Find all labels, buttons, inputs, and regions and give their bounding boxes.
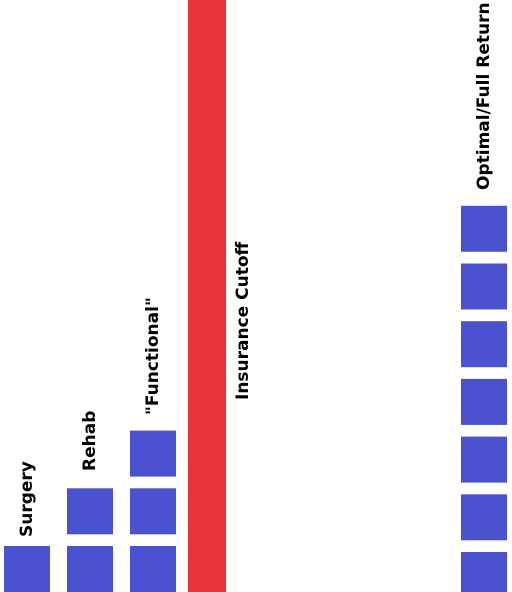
block	[461, 378, 507, 425]
block	[130, 488, 176, 535]
column-label: Rehab	[80, 411, 100, 471]
block	[461, 205, 507, 252]
block	[461, 552, 507, 592]
block	[4, 546, 50, 592]
cutoff-label: Insurance Cutoff	[233, 241, 253, 400]
cutoff-bar	[188, 0, 226, 592]
block	[461, 263, 507, 310]
block	[461, 436, 507, 483]
column-label: Optimal/Full Return	[474, 2, 494, 190]
block	[130, 430, 176, 477]
block	[130, 546, 176, 592]
block	[67, 546, 113, 592]
column-label: Surgery	[17, 461, 37, 537]
block	[461, 321, 507, 368]
block	[461, 494, 507, 541]
block	[67, 488, 113, 535]
column-label: "Functional"	[143, 297, 163, 415]
